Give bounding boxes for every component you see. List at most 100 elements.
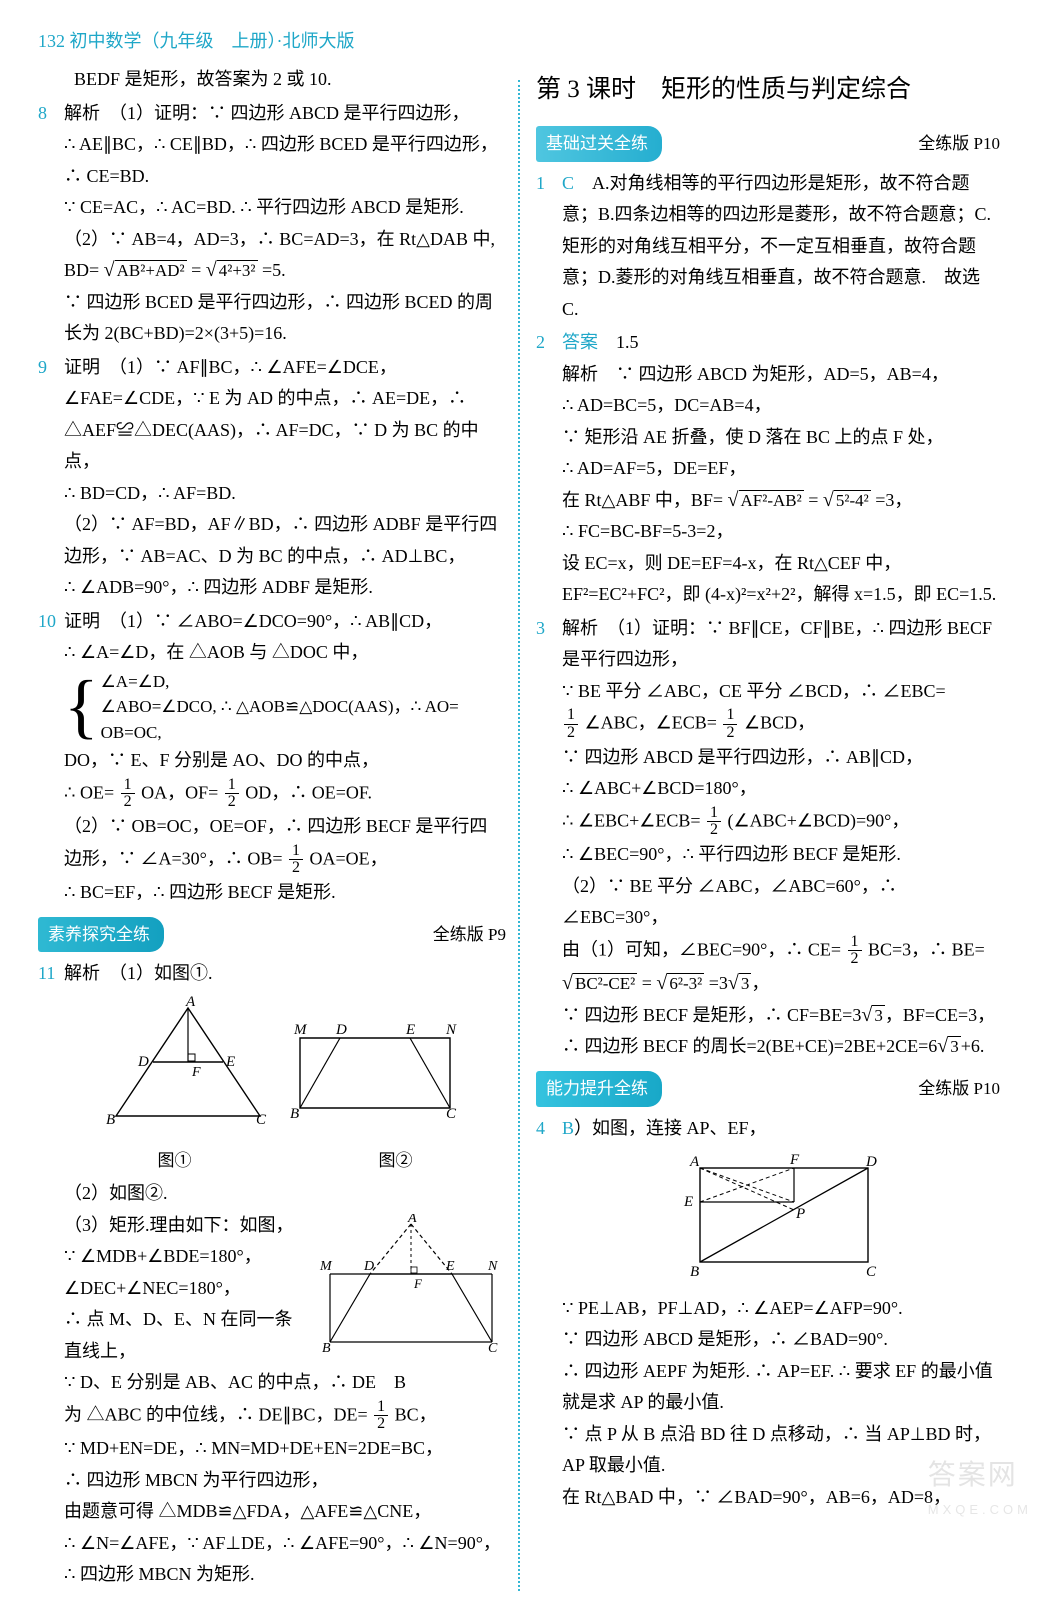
q8-l3: （2）∵ AB=4，AD=3，∴ BC=AD=3，在 Rt△DAB 中, [64,224,506,256]
item-num-11: 11 [38,958,64,990]
svg-text:M: M [293,1022,308,1038]
svg-text:F: F [191,1065,201,1080]
q10-ob-s: OA=OE， [310,848,388,868]
svg-text:A: A [407,1214,417,1226]
badge-suyanjiu: 素养探究全练 [38,917,164,953]
q2-ans: 答案 1.5 [562,327,1000,359]
q3-l4: ∴ ∠BEC=90°，∴ 平行四边形 BECF 是矩形. [562,839,1000,871]
q10-l2: ∴ ∠A=∠D，在 △AOB 与 △DOC 中， [64,637,506,669]
wm-top: 答案网 [928,1459,1018,1490]
svg-text:M: M [319,1259,333,1274]
q11-p3h: 由题意可得 △MDB≌△FDA，△AFE≌△CNE， [64,1496,506,1528]
q1-text: C A.对角线相等的平行四边形是矩形，故不符合题意；B.四条边相等的四边形是菱形… [562,168,1000,326]
q10-c0: ∠A=∠D, [101,669,459,695]
q11-p3f: ∵ MD+EN=DE，∴ MN=MD+DE+EN=2DE=BC， [64,1433,506,1465]
svg-text:A: A [689,1154,700,1170]
item-8-body: 解析 （1）证明：∵ 四边形 ABCD 是平行四边形， ∴ AE∥BC，∴ CE… [64,98,506,350]
q3-abc: 12 ∠ABC，∠ECB= 12 ∠BCD， [562,707,1000,742]
page-number: 132 [38,31,65,51]
svg-text:C: C [256,1112,267,1128]
item-r3-body: 解析 （1）证明：∵ BF∥CE，CF∥BE，∴ 四边形 BECF 是平行四边形… [562,613,1000,1063]
q11-de: 为 △ABC 的中位线，∴ DE∥BC，DE= 12 BC， [64,1399,506,1434]
q2-anslab: 答案 [562,332,598,352]
q3-l3: ∴ ∠ABC+∠BCD=180°， [562,773,1000,805]
svg-text:E: E [225,1054,235,1070]
fig3-dashed: A M D E N F B C [316,1214,506,1354]
item-10-body: 证明 （1）∵ ∠ABO=∠DCO=90°，∴ AB∥CD， ∴ ∠A=∠D，在… [64,606,506,909]
q10-l1: 证明 （1）∵ ∠ABO=∠DCO=90°，∴ AB∥CD， [64,606,506,638]
svg-text:A: A [185,996,196,1010]
q8-l0: 解析 （1）证明：∵ 四边形 ABCD 是平行四边形， [64,98,506,130]
q2-ansval: 1.5 [616,332,639,352]
item-num-r4: 4 [536,1113,562,1145]
item-11-body: 解析 （1）如图①. A B C D E F [64,958,506,1590]
q3-be-p: ∵ BE 平分 ∠ABC，CE 平分 ∠BCD，∴ ∠EBC= [562,681,946,701]
q3-sb3a: 3 [739,973,752,994]
fig2-rect: M D E N B C [282,1016,472,1136]
q10-cases: { ∠A=∠D, ∠ABO=∠DCO, ∴ △AOB≌△DOC(AAS)，∴ A… [64,669,459,746]
right-section-2: 能力提升全练 全练版 P10 [536,1071,1000,1107]
q8-sqrt2: 4²+3² [217,260,258,281]
q3-ce-p: 由（1）可知，∠BEC=90°，∴ CE= [562,939,841,959]
svg-text:F: F [789,1152,800,1168]
svg-text:B: B [290,1106,299,1122]
item-r3: 3 解析 （1）证明：∵ BF∥CE，CF∥BE，∴ 四边形 BECF 是平行四… [536,613,1000,1063]
q11-p3g: ∴ 四边形 MBCN 为平行四边形， [64,1465,506,1497]
q10-l3: DO，∵ E、F 分别是 AO、DO 的中点， [64,745,506,777]
svg-text:C: C [866,1264,877,1280]
q2-bf-s: =3， [875,490,912,510]
lesson-title: 第 3 课时 矩形的性质与判定综合 [536,68,1000,112]
q2-l2: ∵ 矩形沿 AE 折叠，使 D 落在 BC 上的点 F 处， [562,422,1000,454]
svg-text:C: C [488,1341,498,1354]
q10-c2: OB=OC, [101,720,459,746]
q2-bf: 在 Rt△ABF 中，BF= √AF²-AB² = √5²-4² =3， [562,485,1000,517]
q10-ob-p: 边形，∵ ∠A=30°，∴ OB= [64,848,283,868]
q4-ans: B [562,1118,574,1138]
q3-ebc-p: ∴ ∠EBC+∠ECB= [562,810,701,830]
q8-sqrt1: AB²+AD² [115,260,187,281]
q3-l6s: +6. [961,1036,985,1056]
q8-bd-suf: =5. [262,260,286,280]
q10-l5: ∴ BC=EF，∴ 四边形 BECF 是矩形. [64,877,506,909]
item-r1-body: C A.对角线相等的平行四边形是矩形，故不符合题意；B.四条边相等的四边形是菱形… [562,168,1000,326]
q2-bf1: AF²-AB² [739,490,804,511]
svg-text:B: B [322,1341,331,1354]
svg-text:C: C [446,1106,457,1122]
fig1-cap: 图① [158,1146,192,1176]
q8-l2: ∵ CE=AC，∴ AC=BD. ∴ 平行四边形 ABCD 是矩形. [64,192,506,224]
q11-de-p: 为 △ABC 的中位线，∴ DE∥BC，DE= [64,1404,368,1424]
q11-p2: （2）如图②. [64,1178,506,1210]
q3-sb3s: ， [751,973,769,993]
q10-oe: ∴ OE= 12 OA，OF= 12 OD，∴ OE=OF. [64,777,506,812]
q1-ans: C [562,173,574,193]
fig2-cap: 图② [379,1146,413,1176]
q3-ce-s: BC=3，∴ BE= [868,939,985,959]
q11-intro: 解析 （1）如图①. [64,958,506,990]
q4-l3: ∴ 四边形 AEPF 为矩形. ∴ AP=EF. ∴ 要求 EF 的最小值就是求… [562,1356,1000,1419]
badge-nengli: 能力提升全练 [536,1071,662,1107]
svg-text:D: D [137,1054,149,1070]
q4-l2: ∵ 四边形 ABCD 是矩形，∴ ∠BAD=90°. [562,1324,1000,1356]
q10-oe-p: ∴ OE= [64,782,114,802]
item-num-9: 9 [38,352,64,384]
q3-l1: 解析 （1）证明：∵ BF∥CE，CF∥BE，∴ 四边形 BECF 是平行四边形… [562,613,1000,676]
svg-text:D: D [335,1022,347,1038]
badge-jichu: 基础过关全练 [536,126,662,162]
q3-l6: ∵ 四边形 BECF 是矩形，∴ CF=BE=3√3，BF=CE=3，∴ 四边形… [562,1000,1000,1063]
q11-p3d: ∵ D、E 分别是 AB、AC 的中点，∴ DE B [64,1367,506,1399]
q9-l1: ∴ BD=CD，∴ AF=BD. [64,478,506,510]
page-header: 132 初中数学（九年级 上册）·北师大版 [38,26,355,58]
item-num-r1: 1 [536,168,562,200]
left-section-2: 素养探究全练 全练版 P9 [38,917,506,953]
q2-l0: 解析 ∵ 四边形 ABCD 为矩形，AD=5，AB=4， [562,359,1000,391]
wm-bot: MXQE.COM [928,1499,1032,1522]
item-8: 8 解析 （1）证明：∵ 四边形 ABCD 是平行四边形， ∴ AE∥BC，∴ … [38,98,506,350]
left-column: BEDF 是矩形，故答案为 2 或 10. 8 解析 （1）证明：∵ 四边形 A… [38,28,518,1591]
item-num-8: 8 [38,98,64,130]
q2-l1: ∴ AD=BC=5，DC=AB=4， [562,390,1000,422]
q4-fig: A F D E P B C [562,1150,1000,1291]
q3-abc-p: ∠ABC，∠ECB= [585,712,717,732]
q8-bd-pref: BD= [64,260,99,280]
svg-text:E: E [683,1194,693,1210]
svg-text:B: B [690,1264,699,1280]
